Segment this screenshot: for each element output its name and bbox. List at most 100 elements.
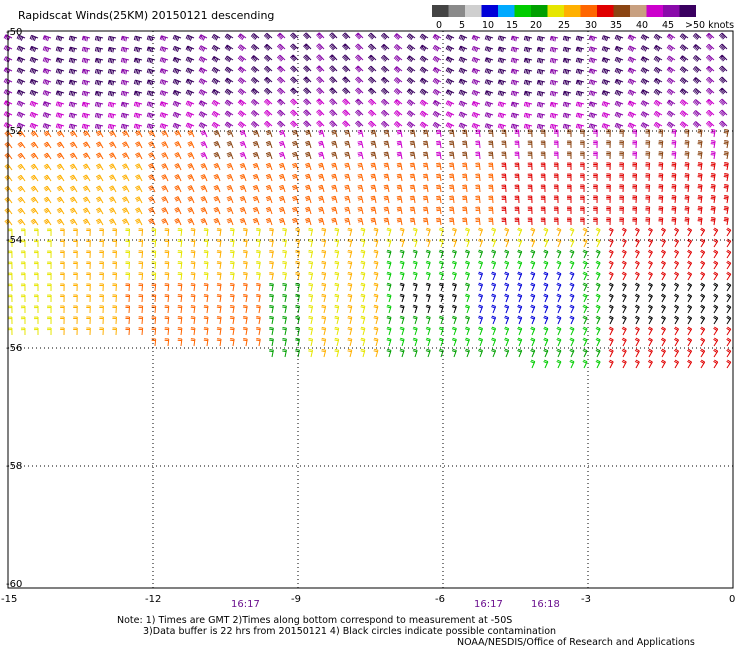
wind-barb: [370, 206, 377, 215]
wind-barb: [120, 57, 130, 64]
wind-barb: [621, 271, 627, 281]
wind-barb: [697, 151, 703, 160]
wind-barb: [177, 327, 183, 336]
wind-barb: [60, 305, 65, 314]
colorbar-swatch: [531, 5, 548, 17]
wind-barb: [290, 120, 299, 128]
wind-barb: [86, 294, 91, 303]
wind-barb: [20, 228, 26, 237]
wind-barb: [239, 151, 247, 160]
wind-barb: [211, 55, 221, 63]
wind-barb: [412, 271, 418, 281]
wind-barb: [582, 271, 588, 281]
wind-barb: [687, 293, 693, 303]
wind-barb: [367, 120, 377, 128]
wind-barb: [705, 54, 715, 62]
wind-barb: [471, 111, 481, 119]
wind-barb: [295, 315, 301, 325]
wind-barb: [3, 34, 13, 41]
wind-barb: [56, 185, 65, 193]
wind-barb: [159, 35, 169, 42]
wind-barb: [229, 283, 235, 292]
wind-barb: [645, 173, 651, 182]
wind-barb: [632, 206, 638, 215]
wind-barb: [567, 217, 572, 226]
wind-barb: [211, 44, 221, 52]
wind-barb: [606, 151, 611, 160]
wind-barb: [344, 195, 351, 204]
wind-barb: [282, 348, 287, 358]
wind-barb: [653, 99, 663, 107]
wind-barb: [674, 227, 679, 237]
wind-barb: [172, 89, 182, 97]
wind-barb: [580, 140, 585, 149]
wind-barb: [601, 68, 611, 75]
wind-barb: [224, 33, 234, 41]
wind-barb: [684, 206, 690, 215]
wind-barb: [151, 239, 157, 248]
wind-barb: [164, 239, 170, 248]
wind-barb: [360, 282, 366, 292]
wind-barb: [713, 293, 719, 303]
wind-barb: [406, 44, 416, 52]
wind-barb: [386, 293, 392, 303]
wind-barb: [269, 238, 274, 248]
wind-barb: [7, 283, 13, 292]
wind-barb: [697, 217, 703, 226]
wind-barb: [177, 338, 183, 347]
wind-barb: [151, 327, 157, 336]
wind-barb: [34, 283, 39, 292]
wind-barb: [726, 271, 732, 281]
wind-barb: [226, 207, 234, 215]
wind-barb: [125, 272, 131, 281]
wind-barb: [700, 359, 706, 369]
wind-barb: [303, 76, 312, 84]
wind-barb: [588, 46, 598, 53]
wind-barb: [68, 57, 78, 64]
wind-barb: [536, 123, 546, 130]
wind-barb: [86, 283, 91, 292]
wind-barb: [723, 184, 729, 193]
wind-barb: [224, 99, 234, 107]
wind-barb: [133, 101, 143, 108]
wind-barb: [30, 218, 39, 226]
wind-barb: [133, 123, 143, 130]
wind-barb: [133, 68, 143, 75]
wind-barb: [700, 282, 706, 292]
lon-label: -12: [145, 594, 162, 605]
wind-barb: [290, 65, 299, 73]
wind-barb: [73, 283, 78, 292]
wind-barb: [68, 68, 78, 75]
wind-barb: [432, 33, 442, 41]
wind-barb: [471, 78, 481, 86]
wind-barb: [700, 348, 706, 358]
wind-barb: [619, 195, 624, 204]
wind-barb: [99, 250, 104, 259]
wind-barb: [462, 162, 468, 171]
wind-barb: [595, 315, 601, 325]
wind-barb: [640, 45, 650, 52]
wind-barb: [367, 87, 377, 95]
wind-barb: [342, 120, 351, 128]
wind-barb: [321, 249, 327, 259]
wind-barb: [671, 151, 677, 160]
wind-barb: [265, 162, 273, 171]
wind-barb: [514, 129, 520, 138]
wind-barb: [380, 76, 390, 84]
wind-barb: [263, 109, 273, 117]
wind-barb: [125, 305, 131, 314]
wind-barb: [107, 112, 117, 119]
wind-barb: [263, 43, 273, 51]
wind-barb: [422, 151, 429, 160]
wind-barb: [536, 112, 546, 119]
wind-barb: [726, 359, 732, 369]
wind-barb: [567, 184, 572, 193]
wind-barb: [575, 90, 585, 97]
wind-barb: [203, 272, 209, 281]
wind-barb: [95, 141, 104, 149]
wind-barb: [203, 305, 209, 314]
wind-barb: [237, 66, 247, 74]
wind-barb: [34, 305, 39, 314]
wind-barb: [122, 218, 130, 226]
wind-barb: [108, 218, 117, 226]
